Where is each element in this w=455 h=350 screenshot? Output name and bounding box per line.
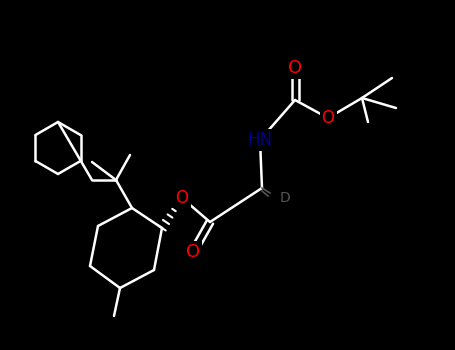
Text: D: D bbox=[280, 191, 290, 205]
Text: O: O bbox=[322, 109, 334, 127]
Text: O: O bbox=[176, 189, 188, 207]
Text: HN: HN bbox=[248, 131, 273, 149]
Text: O: O bbox=[288, 59, 302, 77]
Text: O: O bbox=[186, 243, 200, 261]
